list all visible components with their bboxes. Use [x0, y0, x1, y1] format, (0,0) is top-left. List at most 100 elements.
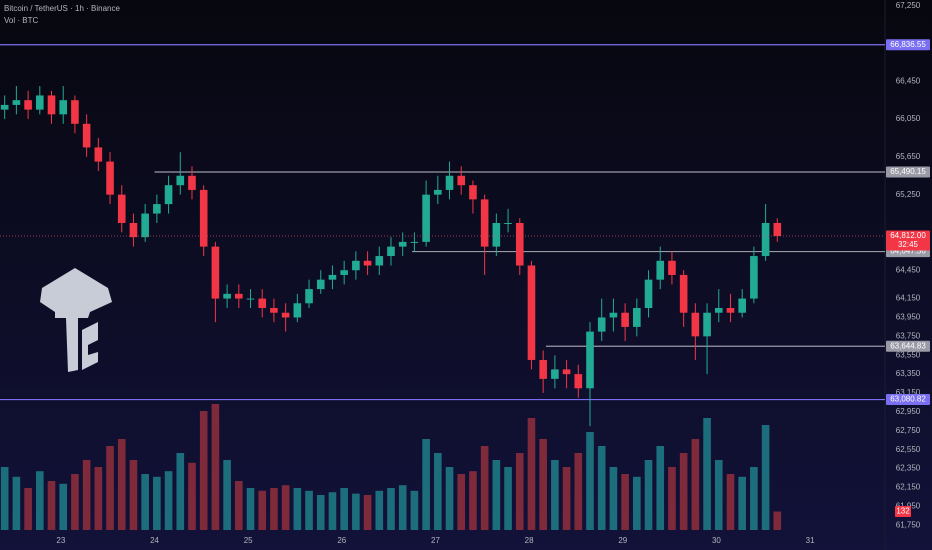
current-price-box: [886, 230, 930, 251]
x-tick-label: 29: [618, 536, 627, 545]
volume-bar: [773, 511, 782, 530]
volume-bar: [153, 476, 161, 530]
candle-body: [188, 175, 196, 190]
volume-bar: [551, 460, 559, 530]
candle-body: [551, 369, 559, 379]
candle-body: [129, 222, 138, 238]
volume-bar: [281, 485, 290, 530]
candle-body: [609, 312, 618, 318]
y-tick-label: 64,150: [896, 294, 921, 303]
x-tick-label: 23: [56, 536, 65, 545]
level-label: 66,836.55: [890, 40, 926, 49]
volume-bar: [316, 495, 325, 530]
candle-body: [445, 175, 454, 190]
level-label: 64,647.36: [890, 247, 926, 256]
candle-body: [270, 308, 278, 313]
volume-bar: [422, 439, 430, 530]
candle-body: [176, 175, 185, 186]
volume-bar: [457, 474, 466, 530]
volume-bar: [199, 411, 208, 530]
candle-body: [59, 100, 68, 115]
chart-subtitle: Vol · BTC: [4, 16, 38, 25]
candle-body: [375, 256, 384, 266]
volume-bar: [71, 474, 79, 530]
y-tick-label: 62,150: [896, 483, 921, 492]
volume-bar: [621, 474, 629, 530]
level-label-box: [886, 39, 930, 51]
volume-bar: [223, 460, 231, 530]
volume-bar: [235, 481, 243, 530]
candle-body: [504, 222, 512, 224]
volume-bar: [515, 453, 524, 530]
volume-bar: [398, 485, 407, 530]
y-tick-label: 64,450: [896, 265, 921, 274]
volume-bar: [35, 471, 44, 530]
volume-bar: [480, 446, 489, 530]
volume-bar: [352, 493, 360, 530]
y-tick-label: 62,950: [896, 407, 921, 416]
y-tick-label: 66,450: [896, 76, 921, 85]
candle-body: [12, 100, 21, 105]
candle-body: [492, 222, 501, 247]
level-label-box: [886, 166, 930, 178]
volume-bar: [679, 453, 688, 530]
level-label: 63,080.82: [890, 395, 926, 404]
volume-bar: [633, 476, 641, 530]
volume-bar: [761, 425, 770, 530]
volume-bar: [738, 476, 746, 530]
candle-body: [633, 308, 641, 327]
volume-bar: [445, 467, 454, 530]
y-tick-label: 63,350: [896, 369, 921, 378]
candle-body: [387, 246, 395, 257]
candle-body: [761, 222, 770, 257]
candle-body: [199, 189, 208, 247]
candle-body: [352, 260, 360, 271]
candle-body: [223, 293, 231, 299]
volume-bar: [410, 490, 419, 530]
volume-bar: [434, 453, 442, 530]
candle-body: [106, 161, 114, 195]
volume-bar: [106, 446, 114, 530]
candle-body: [328, 274, 337, 280]
candle-body: [750, 256, 758, 299]
candle-body: [293, 303, 302, 318]
candle-body: [597, 317, 606, 332]
candle-body: [434, 189, 442, 195]
volume-bar: [12, 476, 21, 530]
volume-bar: [609, 467, 618, 530]
volume-bar: [363, 495, 372, 530]
candle-body: [422, 194, 430, 242]
volume-bar: [293, 488, 302, 530]
volume-bar: [117, 439, 126, 530]
volume-bar: [340, 488, 348, 530]
volume-bar: [211, 404, 220, 530]
volume-bar: [270, 488, 278, 530]
candle-body: [363, 260, 372, 266]
candle-body: [703, 312, 711, 337]
y-tick-label: 61,750: [896, 520, 921, 529]
x-tick-label: 28: [525, 536, 534, 545]
y-tick-label: 63,150: [896, 388, 921, 397]
candle-body: [235, 293, 243, 299]
level-label: 65,490.15: [890, 167, 926, 176]
volume-bar: [24, 488, 32, 530]
volume-bar: [94, 467, 103, 530]
volume-bar: [527, 418, 536, 530]
x-tick-label: 31: [806, 536, 815, 545]
volume-bar: [387, 488, 395, 530]
candle-body: [644, 279, 653, 309]
candle-body: [469, 185, 477, 200]
candle-body: [574, 374, 583, 389]
volume-bar: [644, 460, 653, 530]
candle-body: [71, 100, 79, 124]
candle-body: [258, 298, 267, 309]
candle-body: [47, 95, 56, 115]
candle-body: [668, 260, 676, 275]
x-tick-label: 26: [337, 536, 346, 545]
candle-body: [305, 289, 313, 304]
y-tick-label: 67,250: [896, 1, 921, 10]
current-price-label: 64,812.00: [890, 231, 926, 240]
candle-body: [586, 331, 594, 389]
candle-body: [398, 241, 407, 247]
